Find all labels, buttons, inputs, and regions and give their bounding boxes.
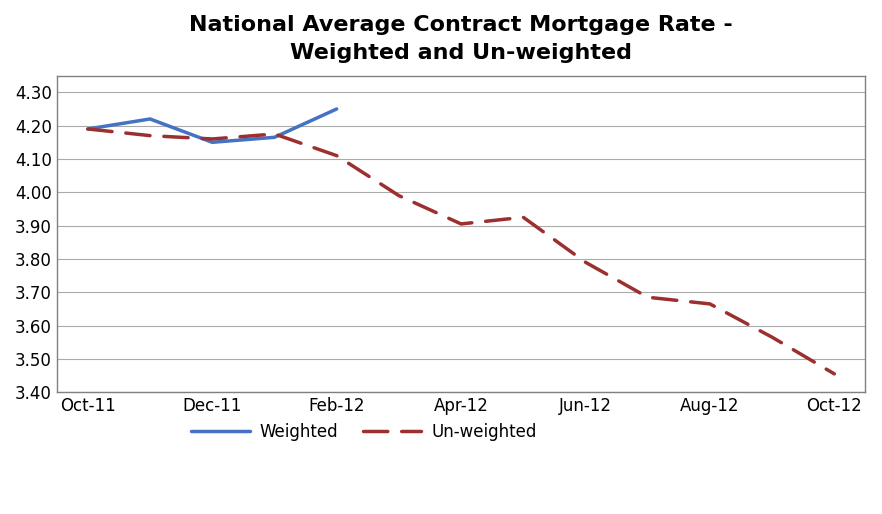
Un-weighted: [207, 136, 218, 142]
Un-weighted: [332, 153, 342, 159]
Weighted: [83, 126, 93, 132]
Title: National Average Contract Mortgage Rate -
Weighted and Un-weighted: National Average Contract Mortgage Rate …: [190, 15, 733, 63]
Un-weighted: [393, 193, 404, 199]
Weighted: [269, 134, 280, 140]
Un-weighted: [518, 214, 528, 221]
Weighted: [145, 116, 155, 122]
Un-weighted: [705, 301, 715, 307]
Un-weighted: [829, 371, 840, 377]
Un-weighted: [145, 133, 155, 139]
Line: Un-weighted: Un-weighted: [88, 129, 834, 374]
Weighted: [332, 106, 342, 112]
Un-weighted: [456, 221, 467, 227]
Weighted: [207, 139, 218, 145]
Line: Weighted: Weighted: [88, 109, 337, 142]
Un-weighted: [766, 334, 777, 340]
Legend: Weighted, Un-weighted: Weighted, Un-weighted: [184, 416, 543, 447]
Un-weighted: [580, 259, 591, 265]
Un-weighted: [83, 126, 93, 132]
Un-weighted: [642, 294, 653, 300]
Un-weighted: [269, 131, 280, 137]
